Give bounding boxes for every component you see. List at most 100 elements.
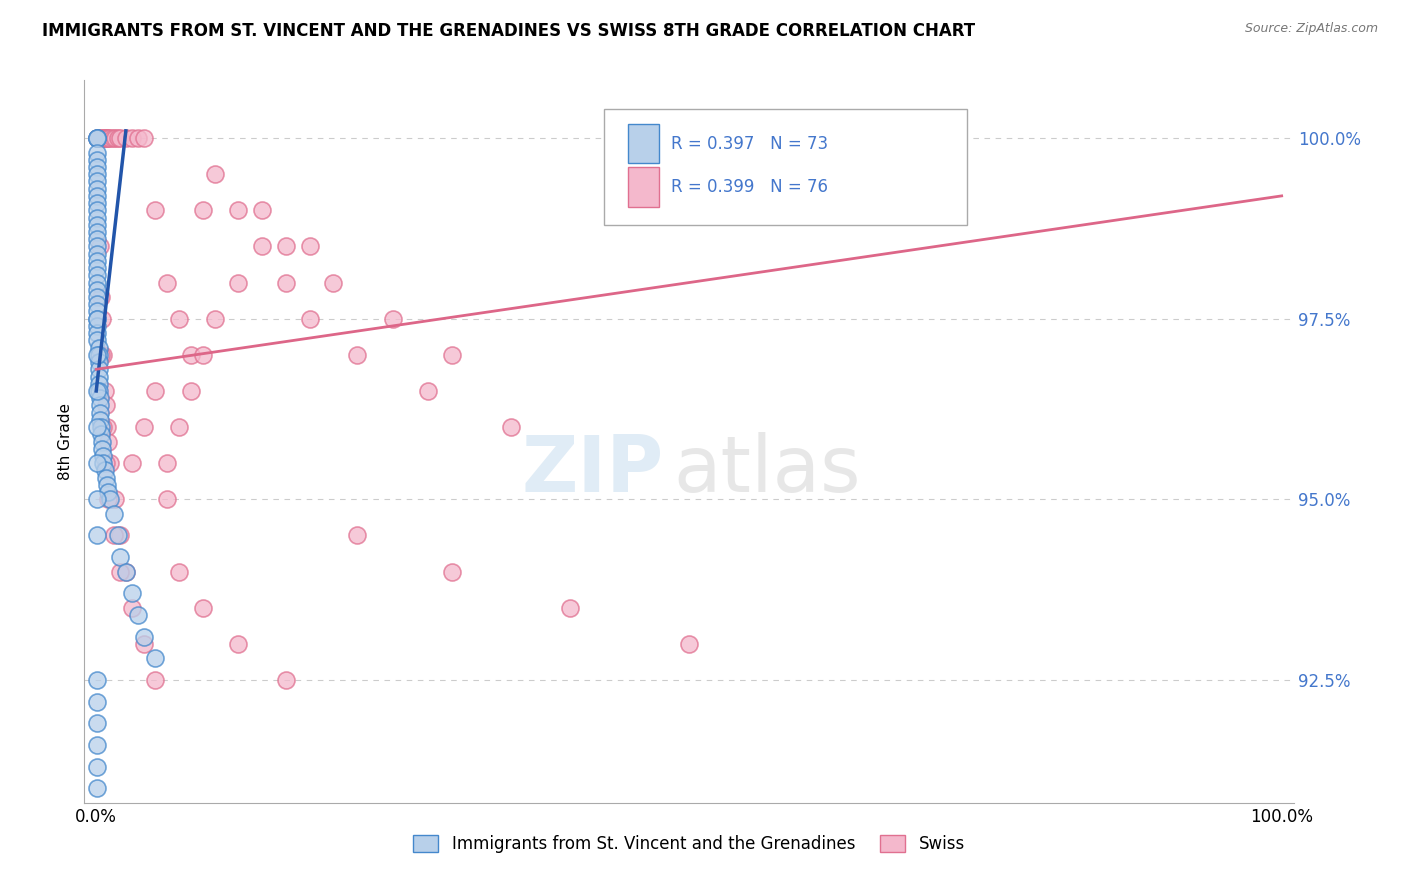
Point [97,131,120,145]
Point [108,528,131,542]
Point [145,673,167,687]
Point [86,334,108,348]
Point [440,565,463,579]
Point [103,507,125,521]
Point [104,131,127,145]
Point [91,348,114,362]
Point [86,160,108,174]
FancyBboxPatch shape [628,124,659,163]
Point [94,471,117,485]
Point [86,276,108,290]
Point [93,131,115,145]
Point [191,600,214,615]
Point [228,637,250,651]
Point [86,283,108,297]
Point [91,442,114,456]
Point [274,239,297,253]
Point [89,413,111,427]
Point [87,355,110,369]
Point [100,492,122,507]
Point [87,384,110,398]
Point [86,297,108,311]
Point [228,276,250,290]
Point [90,290,112,304]
Point [91,131,114,145]
Point [104,492,127,507]
Point [91,420,114,434]
Point [86,131,108,145]
Point [97,485,120,500]
Point [96,131,118,145]
Text: atlas: atlas [673,433,862,508]
Point [121,600,143,615]
Text: IMMIGRANTS FROM ST. VINCENT AND THE GRENADINES VS SWISS 8TH GRADE CORRELATION CH: IMMIGRANTS FROM ST. VINCENT AND THE GREN… [42,22,976,40]
Point [346,528,368,542]
Point [86,131,108,145]
Point [127,607,149,622]
Point [90,348,112,362]
Point [191,348,214,362]
Legend: Immigrants from St. Vincent and the Grenadines, Swiss: Immigrants from St. Vincent and the Gren… [406,828,972,860]
Point [87,131,110,145]
Point [108,565,131,579]
Point [132,131,155,145]
Point [86,304,108,318]
Point [86,326,108,340]
Point [86,153,108,167]
Point [96,420,118,434]
Point [204,311,226,326]
FancyBboxPatch shape [605,109,967,225]
Point [191,203,214,218]
Point [86,318,108,333]
Point [89,239,111,253]
Text: Source: ZipAtlas.com: Source: ZipAtlas.com [1244,22,1378,36]
Point [101,131,124,145]
Point [298,311,321,326]
Point [108,131,131,145]
Point [90,420,112,434]
Point [94,131,117,145]
Point [96,478,118,492]
Point [107,131,129,145]
Point [91,434,114,449]
Point [86,203,108,218]
Point [132,630,155,644]
Point [86,196,108,211]
Point [93,384,115,398]
Point [167,565,190,579]
Point [91,449,114,463]
Point [86,239,108,253]
Point [418,384,440,398]
Point [86,232,108,246]
Point [86,246,108,260]
Point [274,673,297,687]
Point [156,276,179,290]
Point [94,398,117,412]
Point [86,759,108,773]
Point [346,348,368,362]
Point [103,528,125,542]
Point [180,348,202,362]
Point [91,131,114,145]
Point [89,406,111,420]
Point [228,203,250,218]
Point [97,492,120,507]
Point [440,348,463,362]
Point [100,456,122,470]
Point [381,311,404,326]
Point [93,463,115,477]
Point [87,341,110,355]
Point [108,550,131,565]
Point [250,203,273,218]
Point [86,290,108,304]
Point [86,311,108,326]
Point [86,261,108,276]
Point [86,492,108,507]
Point [86,716,108,731]
Point [298,239,321,253]
Text: ZIP: ZIP [522,433,664,508]
Point [121,586,143,600]
Point [115,565,138,579]
Point [87,376,110,391]
Point [132,420,155,434]
